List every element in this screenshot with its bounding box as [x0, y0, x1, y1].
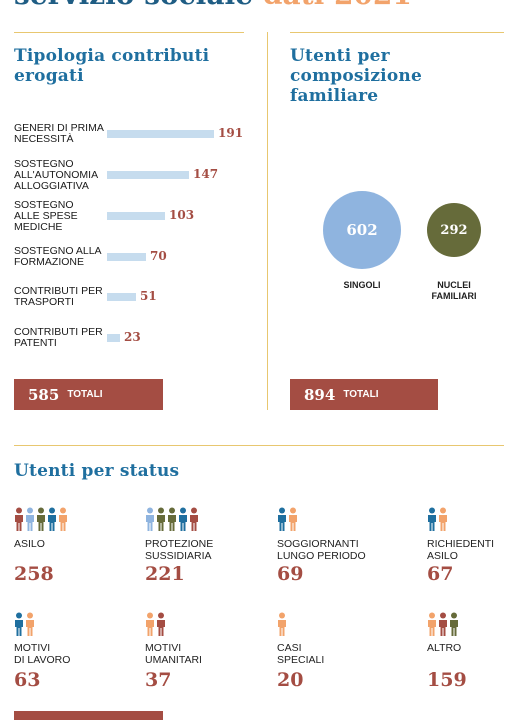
bubble-label: SINGOLI [343, 280, 381, 290]
status-value: 63 [14, 669, 41, 691]
status-value: 159 [427, 669, 467, 691]
person-icon [277, 612, 287, 637]
person-icon [288, 507, 298, 532]
divider [290, 32, 504, 33]
person-icons [14, 612, 35, 637]
total-label: TOTALI [67, 389, 103, 400]
person-icon [14, 507, 24, 532]
section-title-contributi: Tipologia contributi erogati [14, 46, 210, 86]
person-icon [438, 612, 448, 637]
status-value: 221 [145, 563, 185, 585]
person-icons [427, 507, 448, 532]
person-icon [438, 507, 448, 532]
status-label: PROTEZIONE SUSSIDIARIA [145, 538, 214, 562]
status-label: MOTIVI UMANITARI [145, 642, 202, 666]
bar [107, 171, 189, 179]
bar-chart-contributi: GENERI DI PRIMA NECESSITÀ 191 SOSTEGNO ALL'A… [0, 0, 268, 380]
bubble-label: NUCLEI FAMILIARI [431, 280, 477, 301]
total-composizione: 894 TOTALI [290, 379, 438, 410]
total-value: 894 [304, 385, 336, 404]
person-icon [277, 507, 287, 532]
bar-label: SOSTEGNO ALL'AUTONOMIA ALLOGGIATIVA [14, 157, 99, 192]
page-title: servizio socialedati 2021 [14, 0, 412, 11]
status-value: 67 [427, 563, 454, 585]
person-icon [189, 507, 199, 532]
bar-label: CONTRIBUTI PER TRASPORTI [14, 285, 103, 308]
section-title-status: Utenti per status [14, 461, 180, 481]
bar [107, 212, 165, 220]
column-divider [267, 32, 268, 410]
section-title-composizione: Utenti per composizione familiare [290, 46, 422, 106]
person-icon [58, 507, 68, 532]
person-icon [178, 507, 188, 532]
bar [107, 293, 136, 301]
bar-value: 103 [169, 208, 195, 222]
bar-label: GENERI DI PRIMA NECESSITÀ [14, 122, 104, 145]
status-label: MOTIVI DI LAVORO [14, 642, 71, 666]
bar-value: 23 [124, 330, 141, 344]
person-icon [145, 507, 155, 532]
person-icons [145, 507, 199, 532]
person-icons [277, 507, 298, 532]
total-status-bar [14, 711, 163, 720]
status-label: ALTRO [427, 642, 462, 654]
person-icon [36, 507, 46, 532]
bar-value: 147 [193, 167, 219, 181]
person-icon [25, 612, 35, 637]
bubble: 602 [323, 191, 401, 269]
status-value: 37 [145, 669, 172, 691]
divider [14, 32, 244, 33]
person-icons [277, 612, 287, 637]
person-icon [156, 612, 166, 637]
person-icons [145, 612, 166, 637]
status-label: RICHIEDENTI ASILO [427, 538, 495, 562]
bar-value: 51 [140, 289, 157, 303]
status-label: CASI SPECIALI [277, 642, 325, 666]
status-value: 258 [14, 563, 54, 585]
bar [107, 253, 146, 261]
bar-label: SOSTEGNO ALLE SPESE MEDICHE [14, 198, 78, 233]
person-icon [145, 612, 155, 637]
person-icon [156, 507, 166, 532]
status-value: 69 [277, 563, 304, 585]
person-icon [14, 612, 24, 637]
divider [14, 445, 504, 446]
status-label: ASILO [14, 538, 45, 550]
bubble-chart-composizione: 602 SINGOLI 292 NUCLEI FAMILIARI [268, 0, 528, 380]
person-icon [427, 507, 437, 532]
status-label: SOGGIORNANTI LUNGO PERIODO [277, 538, 366, 562]
bar-value: 70 [150, 249, 167, 263]
bar-value: 191 [218, 126, 244, 140]
bar [107, 334, 120, 342]
person-icons [427, 612, 459, 637]
bar-label: CONTRIBUTI PER PATENTI [14, 326, 103, 349]
person-icon [167, 507, 177, 532]
bar-label: SOSTEGNO ALLA FORMAZIONE [14, 245, 102, 268]
status-value: 20 [277, 669, 304, 691]
total-value: 585 [28, 385, 60, 404]
total-contributi: 585 TOTALI [14, 379, 163, 410]
person-icons [14, 507, 68, 532]
person-icon [25, 507, 35, 532]
bar [107, 130, 214, 138]
bubble: 292 [427, 203, 481, 257]
total-label: TOTALI [343, 389, 379, 400]
person-icon [427, 612, 437, 637]
person-icon [449, 612, 459, 637]
person-icon [47, 507, 57, 532]
